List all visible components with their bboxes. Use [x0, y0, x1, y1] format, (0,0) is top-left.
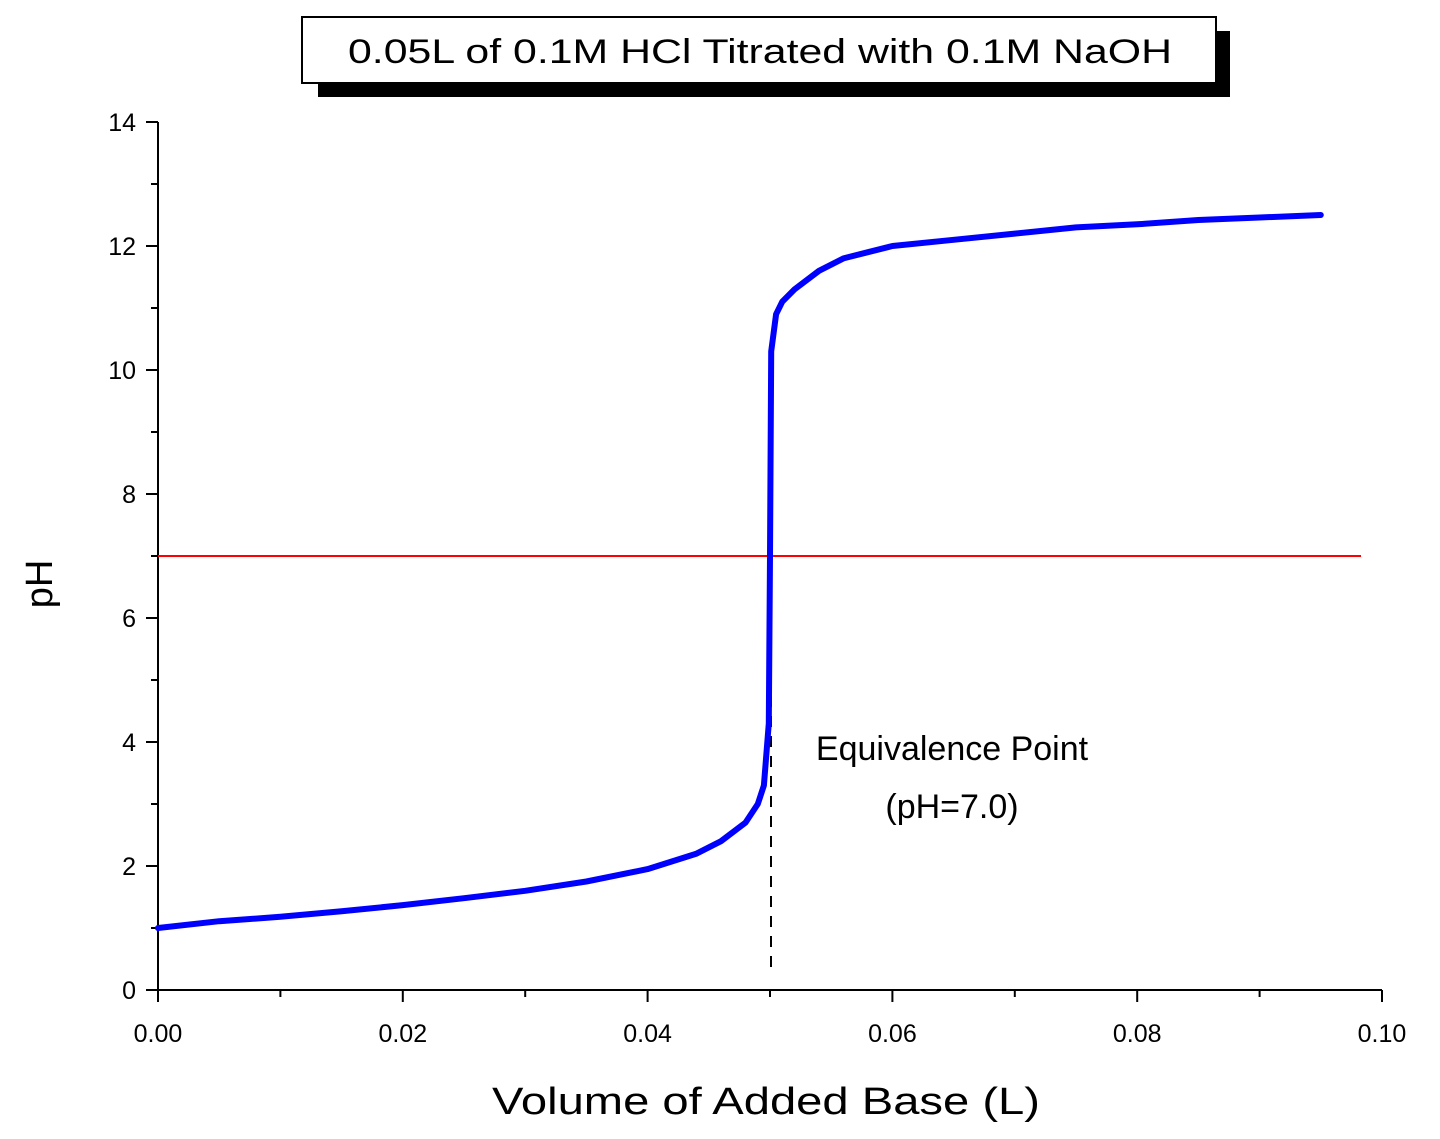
x-axis-ticks: 0.00 0.02 0.04 0.06 0.08 0.10: [134, 990, 1407, 1048]
x-tick-label: 0.00: [134, 1020, 183, 1048]
y-tick-label: 12: [108, 233, 136, 261]
title-frame: [301, 16, 1217, 84]
y-tick-label: 14: [108, 109, 136, 137]
y-tick-label: 0: [122, 977, 136, 1005]
equivalence-point-label: Equivalence Point: [816, 730, 1089, 768]
y-tick-label: 10: [108, 357, 136, 385]
y-tick-label: 8: [122, 481, 136, 509]
y-tick-label: 6: [122, 605, 136, 633]
x-tick-label: 0.06: [868, 1020, 917, 1048]
titration-curve: [155, 212, 1324, 931]
x-tick-label: 0.02: [378, 1020, 427, 1048]
x-tick-label: 0.08: [1113, 1020, 1162, 1048]
x-tick-label: 0.04: [623, 1020, 672, 1048]
x-axis-title: Volume of Added Base (L): [492, 1081, 1040, 1123]
y-tick-label: 4: [122, 729, 136, 757]
equivalence-point-ph-label: (pH=7.0): [885, 788, 1018, 826]
x-tick-label: 0.10: [1358, 1020, 1407, 1048]
y-tick-label: 2: [122, 853, 136, 881]
y-axis-title: pH: [19, 560, 61, 609]
chart-title-box: 0.05L of 0.1M HCl Titrated with 0.1M NaO…: [301, 16, 1230, 97]
y-axis-ticks: 0 2 4 6 8 10 12 14: [108, 109, 158, 1005]
chart-title: 0.05L of 0.1M HCl Titrated with 0.1M NaO…: [348, 33, 1172, 71]
